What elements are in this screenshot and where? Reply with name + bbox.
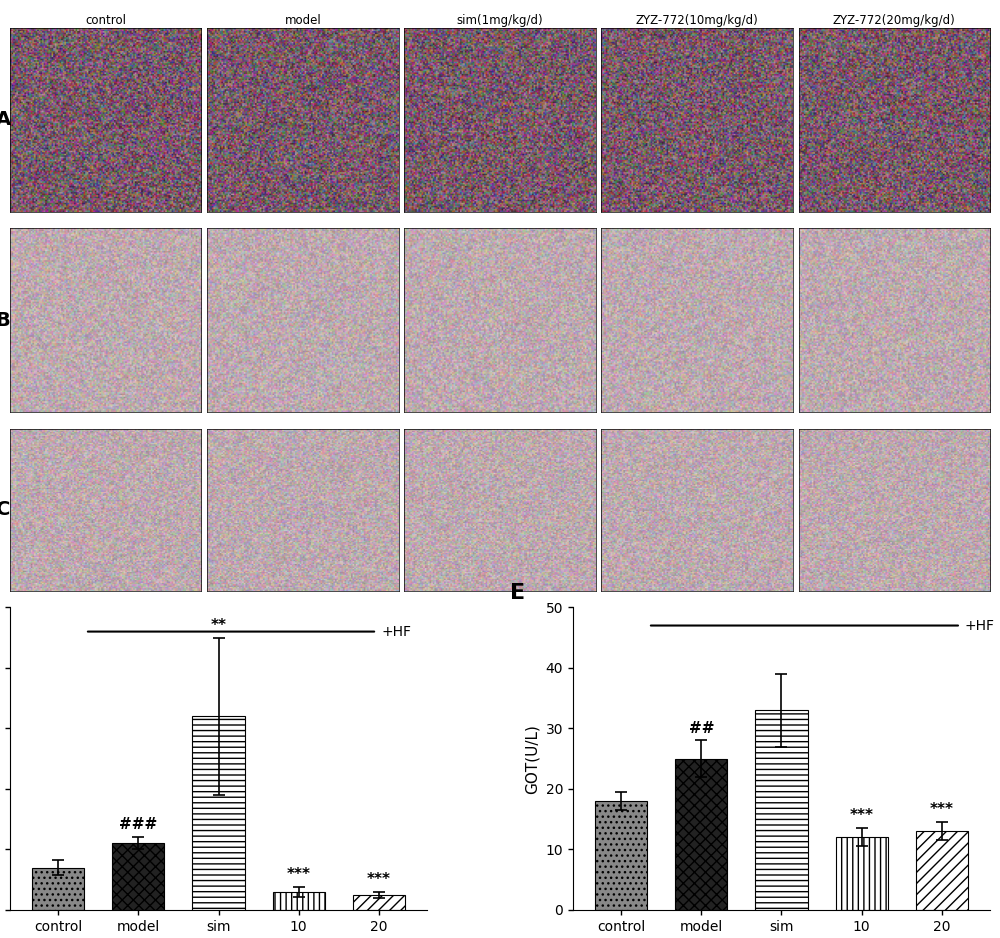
Text: +HF: +HF [965,618,995,632]
Bar [916,831,968,910]
Y-axis label: A: A [0,111,11,129]
Bar [192,717,245,910]
Bar [353,895,405,910]
Text: ***: *** [930,802,954,817]
Y-axis label: B: B [0,310,10,330]
Text: **: ** [211,618,227,633]
Bar [595,801,647,910]
Bar [112,843,164,910]
Text: ##: ## [689,720,714,735]
Text: ***: *** [850,809,874,824]
Text: ***: *** [287,867,311,882]
Text: E: E [510,583,526,603]
Title: sim(1mg/kg/d): sim(1mg/kg/d) [457,14,543,27]
Y-axis label: C: C [0,500,10,520]
Bar [675,759,727,910]
Title: model: model [284,14,321,27]
Text: ###: ### [119,817,157,832]
Bar [755,710,808,910]
Title: ZYZ-772(20mg/kg/d): ZYZ-772(20mg/kg/d) [833,14,956,27]
Title: ZYZ-772(10mg/kg/d): ZYZ-772(10mg/kg/d) [636,14,759,27]
Text: +HF: +HF [381,625,411,639]
Bar [32,868,84,910]
Bar [836,838,888,910]
Text: ***: *** [367,872,391,886]
Y-axis label: GOT(U/L): GOT(U/L) [525,724,540,794]
Bar [273,892,325,910]
Title: control: control [85,14,126,27]
